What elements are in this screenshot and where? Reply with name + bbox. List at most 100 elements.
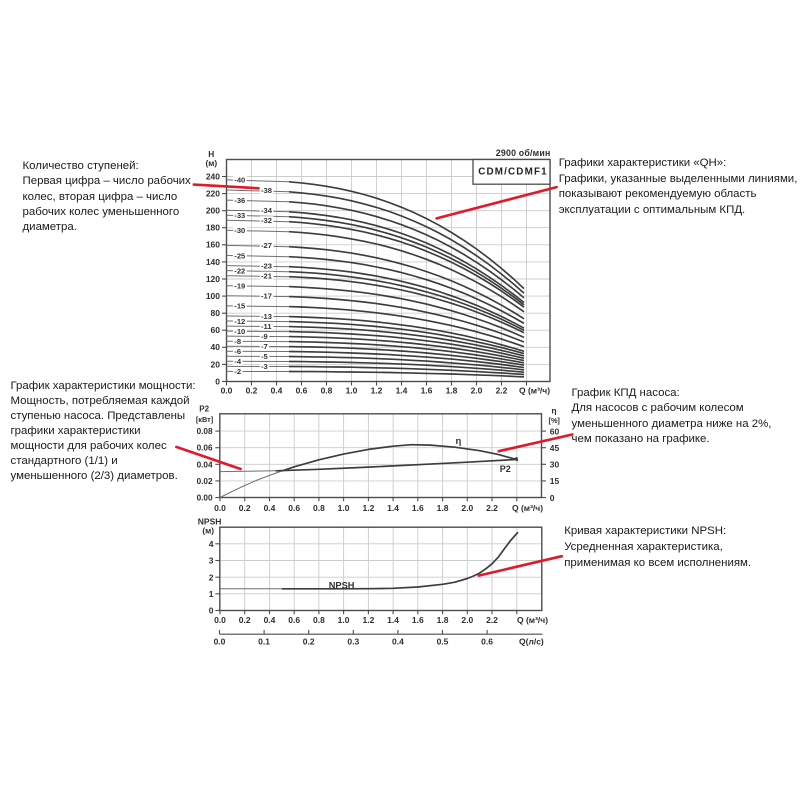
svg-text:0.8: 0.8	[313, 503, 325, 513]
svg-text:-11: -11	[261, 322, 272, 331]
svg-text:CDM/CDMF1: CDM/CDMF1	[478, 167, 548, 178]
svg-text:240: 240	[206, 171, 220, 181]
svg-text:1.0: 1.0	[338, 503, 350, 513]
svg-text:-12: -12	[234, 317, 245, 326]
svg-text:-30: -30	[234, 226, 245, 235]
svg-text:Q (м³/ч): Q (м³/ч)	[512, 503, 543, 513]
svg-text:0.0: 0.0	[214, 503, 226, 513]
svg-text:Q (м³/ч): Q (м³/ч)	[519, 385, 550, 395]
svg-text:180: 180	[206, 223, 220, 233]
svg-text:-38: -38	[261, 186, 272, 195]
svg-text:120: 120	[206, 274, 220, 284]
svg-text:60: 60	[211, 325, 221, 335]
svg-text:45: 45	[550, 443, 560, 453]
svg-text:(м): (м)	[205, 158, 217, 168]
svg-text:0.04: 0.04	[197, 460, 213, 469]
svg-text:160: 160	[206, 240, 220, 250]
svg-text:0.6: 0.6	[288, 615, 300, 625]
svg-text:0.4: 0.4	[264, 615, 276, 625]
svg-text:1.0: 1.0	[338, 615, 350, 625]
svg-text:Q(л/с): Q(л/с)	[519, 636, 544, 646]
svg-text:4: 4	[209, 539, 214, 549]
svg-text:-9: -9	[261, 332, 268, 341]
svg-text:-17: -17	[261, 292, 272, 301]
svg-text:0.06: 0.06	[197, 444, 213, 453]
svg-text:-7: -7	[261, 342, 268, 351]
svg-text:-33: -33	[234, 211, 245, 220]
svg-text:80: 80	[211, 308, 221, 318]
svg-text:0.2: 0.2	[239, 615, 251, 625]
svg-text:3: 3	[209, 556, 214, 566]
svg-text:0.1: 0.1	[258, 636, 270, 646]
svg-text:0.02: 0.02	[197, 477, 213, 486]
svg-text:1.8: 1.8	[446, 385, 458, 395]
svg-text:0.0: 0.0	[221, 385, 233, 395]
svg-text:0.2: 0.2	[239, 503, 251, 513]
svg-text:-6: -6	[234, 347, 241, 356]
svg-text:1.4: 1.4	[396, 385, 408, 395]
svg-text:0: 0	[550, 493, 555, 503]
svg-text:0.6: 0.6	[481, 636, 493, 646]
svg-text:0.08: 0.08	[197, 427, 213, 436]
svg-text:0.4: 0.4	[264, 503, 276, 513]
svg-text:-23: -23	[261, 261, 272, 270]
svg-text:0: 0	[209, 606, 214, 616]
svg-text:1.2: 1.2	[371, 385, 383, 395]
svg-text:1.6: 1.6	[412, 615, 424, 625]
svg-text:0.3: 0.3	[347, 636, 359, 646]
svg-text:1.8: 1.8	[437, 615, 449, 625]
svg-text:NPSH: NPSH	[329, 581, 355, 591]
svg-text:-13: -13	[261, 312, 272, 321]
svg-text:-10: -10	[234, 327, 245, 336]
svg-text:-2: -2	[234, 367, 241, 376]
svg-text:2.2: 2.2	[496, 385, 508, 395]
svg-text:-5: -5	[261, 352, 269, 361]
svg-text:40: 40	[211, 342, 221, 352]
svg-text:1: 1	[209, 589, 214, 599]
svg-text:30: 30	[550, 460, 560, 470]
svg-text:-15: -15	[234, 302, 246, 311]
svg-text:2.2: 2.2	[486, 615, 498, 625]
svg-text:1.2: 1.2	[362, 503, 374, 513]
svg-text:1.4: 1.4	[387, 615, 399, 625]
svg-text:2.2: 2.2	[486, 503, 498, 513]
svg-text:0.0: 0.0	[214, 615, 226, 625]
svg-text:0: 0	[215, 376, 220, 386]
svg-text:60: 60	[550, 426, 560, 436]
svg-text:0.0: 0.0	[214, 636, 226, 646]
svg-text:-19: -19	[234, 282, 245, 291]
svg-text:15: 15	[550, 476, 560, 486]
svg-text:0.2: 0.2	[246, 385, 258, 395]
svg-text:2.0: 2.0	[471, 385, 483, 395]
svg-text:2.0: 2.0	[461, 503, 473, 513]
svg-text:200: 200	[206, 206, 220, 216]
svg-text:0.2: 0.2	[303, 636, 315, 646]
svg-text:-21: -21	[261, 272, 273, 281]
svg-text:-32: -32	[261, 216, 272, 225]
svg-text:1.6: 1.6	[412, 503, 424, 513]
svg-text:0.8: 0.8	[321, 385, 333, 395]
svg-text:-34: -34	[261, 206, 273, 215]
svg-text:0.5: 0.5	[437, 636, 449, 646]
svg-text:20: 20	[211, 359, 221, 369]
svg-text:-3: -3	[261, 362, 268, 371]
svg-text:η: η	[456, 436, 462, 447]
svg-text:1.6: 1.6	[421, 385, 433, 395]
svg-text:2: 2	[209, 572, 214, 582]
svg-text:140: 140	[206, 257, 220, 267]
svg-text:2900 об/мин: 2900 об/мин	[496, 148, 551, 158]
svg-text:1.0: 1.0	[346, 385, 358, 395]
svg-text:H: H	[208, 149, 214, 159]
svg-text:-27: -27	[261, 241, 272, 250]
svg-text:1.2: 1.2	[362, 615, 374, 625]
svg-text:0.4: 0.4	[271, 385, 283, 395]
svg-text:-40: -40	[234, 176, 245, 185]
svg-text:-4: -4	[234, 357, 242, 366]
svg-text:0.6: 0.6	[288, 503, 300, 513]
svg-text:0.6: 0.6	[296, 385, 308, 395]
svg-text:1.8: 1.8	[437, 503, 449, 513]
svg-text:0.4: 0.4	[392, 636, 404, 646]
svg-text:-36: -36	[234, 196, 245, 205]
svg-text:0.00: 0.00	[197, 494, 213, 503]
svg-text:1.4: 1.4	[387, 503, 399, 513]
